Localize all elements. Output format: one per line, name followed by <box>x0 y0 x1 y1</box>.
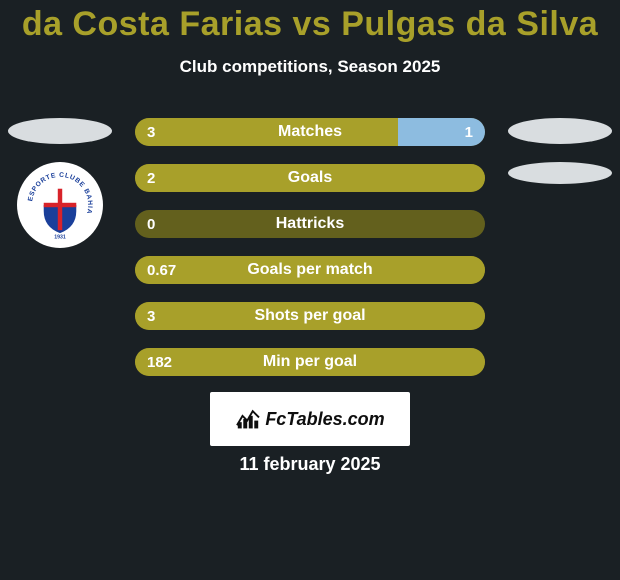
page-subtitle: Club competitions, Season 2025 <box>0 57 620 77</box>
right-player-oval-2 <box>508 162 612 184</box>
stat-value-left: 0 <box>135 210 167 238</box>
stat-bar: 182Min per goal <box>135 348 485 376</box>
svg-text:1931: 1931 <box>54 234 66 240</box>
brand-text: FcTables.com <box>265 409 384 430</box>
stat-bar-fill-left <box>135 348 485 376</box>
left-player-badges: ESPORTE CLUBE BAHIA 1931 <box>0 118 120 248</box>
stat-value-right: 1 <box>453 118 485 146</box>
club-badge-svg: ESPORTE CLUBE BAHIA 1931 <box>23 168 97 242</box>
right-player-oval-1 <box>508 118 612 144</box>
stat-value-left: 0.67 <box>135 256 188 284</box>
stat-value-left: 3 <box>135 302 167 330</box>
chart-icon <box>235 408 261 430</box>
page-title: da Costa Farias vs Pulgas da Silva <box>0 6 620 43</box>
stat-bars: 31Matches2Goals0Hattricks0.67Goals per m… <box>135 118 485 376</box>
stat-bar: 31Matches <box>135 118 485 146</box>
stat-value-left: 2 <box>135 164 167 192</box>
comparison-infographic: da Costa Farias vs Pulgas da Silva Club … <box>0 0 620 580</box>
brand-fctables: FcTables.com <box>210 392 410 446</box>
left-player-oval <box>8 118 112 144</box>
infographic-date: 11 february 2025 <box>0 454 620 475</box>
stat-bar-fill-left <box>135 164 485 192</box>
stat-bar: 0Hattricks <box>135 210 485 238</box>
club-badge-bahia: ESPORTE CLUBE BAHIA 1931 <box>17 162 103 248</box>
right-player-badges <box>500 118 620 184</box>
stat-value-left: 3 <box>135 118 167 146</box>
stat-label: Hattricks <box>135 210 485 238</box>
stat-bar: 2Goals <box>135 164 485 192</box>
stat-value-left: 182 <box>135 348 184 376</box>
stat-bar-fill-left <box>135 118 398 146</box>
stat-bar: 0.67Goals per match <box>135 256 485 284</box>
stat-bar-fill-left <box>135 302 485 330</box>
stat-bar: 3Shots per goal <box>135 302 485 330</box>
